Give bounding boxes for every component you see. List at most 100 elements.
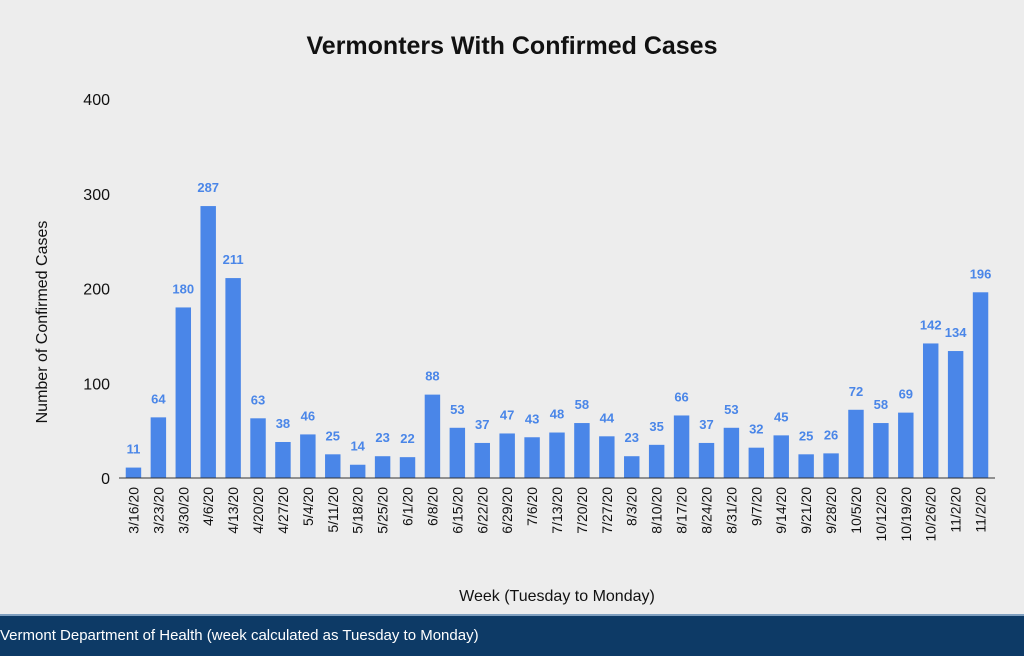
bar-value-label: 11	[127, 442, 141, 457]
x-tick-label: 7/27/20	[599, 487, 615, 534]
x-tick-label: 5/25/20	[375, 487, 391, 534]
bar-value-label: 58	[575, 397, 589, 412]
y-axis-ticks: 0 100 200 300 400	[83, 92, 110, 488]
x-tick-label: 10/19/20	[898, 487, 914, 542]
bar-value-label: 63	[251, 392, 265, 407]
bar	[275, 441, 291, 478]
bar-value-label: 35	[649, 419, 663, 434]
x-tick-label: 4/6/20	[200, 487, 216, 526]
y-tick-label: 0	[101, 471, 110, 488]
bar	[748, 447, 765, 478]
x-tick-label: 7/13/20	[549, 487, 565, 534]
bar-value-label: 23	[625, 430, 639, 445]
bar	[150, 417, 167, 478]
x-axis-title: Week (Tuesday to Monday)	[459, 588, 655, 605]
footer-source-text: Vermont Department of Health (week calcu…	[0, 627, 479, 644]
x-tick-label: 6/15/20	[449, 487, 465, 534]
bar	[549, 432, 565, 478]
bar-labels-group: 11 64 180 287 211 63 38 46 25 14 23 22 88 53 37 47 43 48 5…	[127, 180, 992, 457]
x-tick-label: 6/1/20	[400, 487, 416, 526]
bars-group	[125, 206, 989, 478]
bar	[624, 456, 640, 478]
bar	[823, 453, 839, 478]
bar	[125, 467, 142, 478]
x-tick-label: 11/2/20	[948, 487, 964, 533]
bar-value-label: 64	[151, 391, 166, 406]
x-tick-label: 5/11/20	[325, 487, 341, 533]
x-tick-label: 11/2/20	[973, 487, 989, 533]
bar-value-label: 180	[172, 281, 194, 296]
bar-value-label: 26	[824, 427, 838, 442]
x-tick-label: 3/16/20	[125, 487, 141, 534]
bar	[723, 427, 740, 478]
bar-value-label: 69	[899, 387, 913, 402]
bar-value-label: 37	[699, 417, 713, 432]
x-axis-ticks: 3/16/20 3/23/20 3/30/20 4/6/20 4/13/20 4/20/2…	[125, 487, 988, 542]
x-tick-label: 9/28/20	[823, 487, 839, 534]
bar-value-label: 72	[849, 384, 863, 399]
x-tick-label: 8/3/20	[624, 487, 640, 526]
bar-value-label: 48	[550, 407, 564, 422]
y-tick-label: 100	[83, 376, 110, 393]
bar	[848, 409, 864, 478]
bar-value-label: 37	[475, 417, 489, 432]
bar	[200, 206, 216, 478]
bar	[922, 343, 939, 478]
x-tick-label: 3/23/20	[150, 487, 166, 534]
bar	[349, 464, 366, 478]
bar	[873, 423, 889, 478]
bar-value-label: 45	[774, 409, 788, 424]
bar	[798, 454, 814, 478]
bar	[300, 434, 316, 478]
bar-value-label: 44	[600, 410, 615, 425]
bar	[225, 278, 241, 478]
bar	[374, 456, 391, 478]
bar-value-label: 47	[500, 407, 514, 422]
bar-value-label: 32	[749, 422, 763, 437]
x-tick-label: 10/12/20	[873, 487, 889, 542]
x-tick-label: 5/4/20	[300, 487, 316, 526]
bar-value-label: 43	[525, 411, 539, 426]
bar-value-label: 14	[350, 439, 365, 454]
bar	[325, 454, 341, 478]
bar-value-label: 22	[400, 431, 414, 446]
bar-value-label: 25	[799, 428, 813, 443]
x-tick-label: 4/13/20	[225, 487, 241, 534]
x-tick-label: 9/7/20	[748, 487, 764, 526]
x-tick-label: 6/29/20	[499, 487, 515, 534]
bar-value-label: 287	[197, 180, 219, 195]
bar	[698, 442, 715, 478]
bar-value-label: 23	[375, 430, 389, 445]
bar	[648, 444, 665, 478]
bar	[499, 433, 515, 478]
bar-value-label: 46	[301, 408, 315, 423]
bar	[449, 427, 466, 478]
x-tick-label: 8/31/20	[723, 487, 739, 534]
x-tick-label: 4/27/20	[275, 487, 291, 534]
x-tick-label: 8/24/20	[698, 487, 714, 534]
bar-value-label: 58	[874, 397, 888, 412]
chart-title: Vermonters With Confirmed Cases	[306, 32, 718, 60]
bar	[773, 435, 789, 478]
x-tick-label: 7/20/20	[574, 487, 590, 534]
x-tick-label: 10/5/20	[848, 487, 864, 534]
bar	[574, 423, 590, 478]
x-tick-label: 9/21/20	[798, 487, 814, 534]
x-tick-label: 4/20/20	[250, 487, 266, 534]
x-tick-label: 8/10/20	[649, 487, 665, 534]
bar-value-label: 38	[276, 416, 290, 431]
bar-value-label: 134	[945, 325, 967, 340]
x-tick-label: 5/18/20	[350, 487, 366, 534]
y-tick-label: 300	[83, 187, 110, 204]
bar-value-label: 53	[450, 402, 464, 417]
bar-value-label: 66	[674, 389, 688, 404]
bar	[524, 437, 540, 478]
bar	[399, 457, 416, 478]
x-tick-label: 7/6/20	[524, 487, 540, 526]
bar	[898, 412, 914, 478]
bar	[972, 292, 989, 478]
x-tick-label: 6/22/20	[474, 487, 490, 534]
x-tick-label: 3/30/20	[175, 487, 191, 534]
footer-bar: Vermont Department of Health (week calcu…	[0, 614, 1024, 656]
